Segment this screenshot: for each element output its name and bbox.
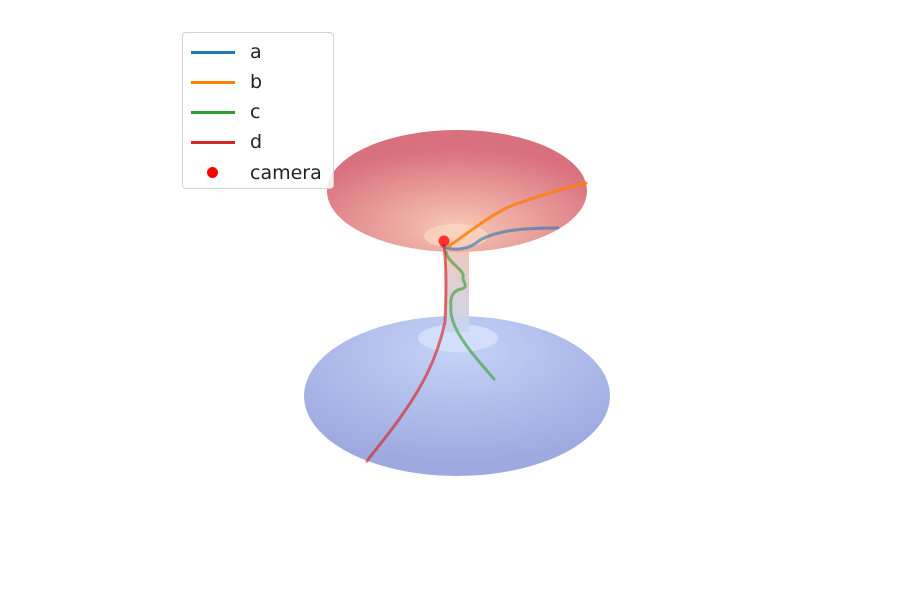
legend-label-c: c — [250, 101, 261, 123]
legend-swatch-d — [191, 141, 235, 144]
legend-item-d: d — [183, 127, 333, 157]
legend-label-camera: camera — [250, 162, 322, 184]
lower-funnel-surface — [304, 316, 610, 476]
legend-swatch-a — [191, 51, 235, 54]
legend-label-a: a — [250, 41, 262, 63]
legend-swatch-b — [191, 81, 235, 84]
series-c-line — [444, 250, 496, 381]
legend-item-a: a — [183, 37, 333, 67]
legend-item-b: b — [183, 67, 333, 97]
upper-funnel-surface — [327, 130, 587, 252]
series-d-line — [365, 243, 448, 463]
legend-item-camera: camera — [183, 158, 333, 188]
series-b-line — [447, 181, 588, 248]
legend-item-c: c — [183, 97, 333, 127]
legend: a b c d camera — [182, 32, 334, 189]
legend-swatch-camera — [207, 167, 218, 178]
legend-label-b: b — [250, 71, 263, 93]
camera-marker — [438, 235, 450, 247]
series-a-line — [440, 226, 560, 251]
legend-swatch-c — [191, 111, 235, 114]
legend-label-d: d — [250, 131, 263, 153]
